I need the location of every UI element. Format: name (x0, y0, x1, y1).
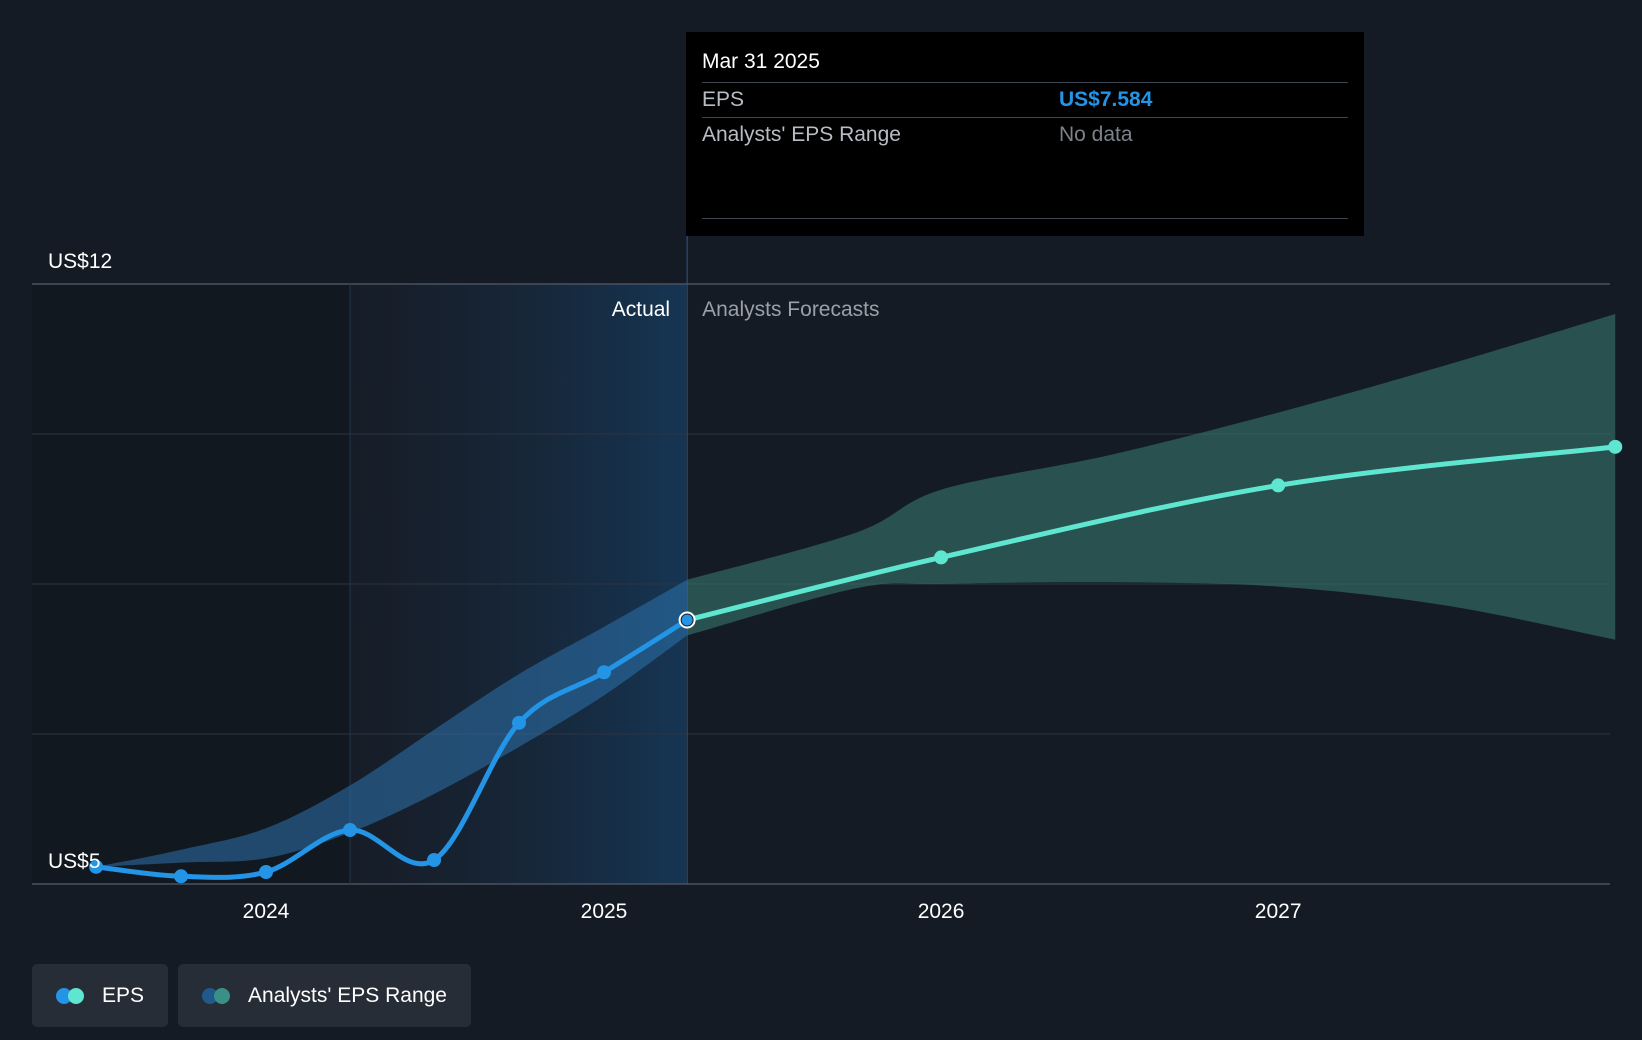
legend: EPS Analysts' EPS Range (32, 964, 471, 1027)
eps-point-selected-core (681, 614, 693, 626)
eps-point-forecast[interactable] (934, 550, 949, 565)
eps-point-actual[interactable] (259, 865, 273, 879)
x-tick-label: 2025 (581, 900, 628, 923)
y-axis-label-min: US$5 (48, 850, 101, 873)
tooltip-divider (702, 218, 1348, 219)
eps-point-forecast[interactable] (1271, 478, 1286, 493)
eps-range-band-actual (96, 579, 688, 867)
tooltip-range-label: Analysts' EPS Range (702, 123, 901, 146)
x-tick-label: 2024 (243, 900, 290, 923)
legend-item-eps-range[interactable]: Analysts' EPS Range (178, 964, 471, 1027)
actual-region-label: Actual (612, 298, 670, 321)
y-axis-label-max: US$12 (48, 250, 112, 273)
tooltip-range-row: Analysts' EPS Range No data (702, 118, 1348, 152)
x-tick-label: 2026 (918, 900, 965, 923)
legend-eps-swatch-icon (56, 987, 86, 1004)
legend-item-eps[interactable]: EPS (32, 964, 169, 1027)
forecast-region-label: Analysts Forecasts (702, 298, 879, 321)
legend-range-swatch-icon (202, 987, 232, 1004)
eps-point-forecast[interactable] (1608, 439, 1623, 454)
eps-point-actual[interactable] (343, 823, 358, 837)
eps-range-band-forecast (687, 314, 1616, 640)
eps-point-actual[interactable] (174, 869, 189, 884)
eps-point-actual[interactable] (89, 859, 104, 874)
eps-point-actual[interactable] (427, 853, 442, 867)
tooltip-eps-label: EPS (702, 88, 745, 111)
eps-line-actual (93, 617, 690, 880)
eps-point-actual[interactable] (512, 715, 527, 730)
legend-range-label: Analysts' EPS Range (248, 983, 447, 1007)
tooltip-eps-row: EPS US$7.584 (702, 83, 1348, 118)
legend-eps-label: EPS (102, 983, 145, 1007)
tooltip: Mar 31 2025 EPS US$7.584 Analysts' EPS R… (686, 32, 1364, 236)
tooltip-date: Mar 31 2025 (702, 32, 1348, 83)
eps-point-actual[interactable] (597, 665, 611, 680)
eps-line-forecast (684, 444, 1618, 623)
tooltip-range-value: No data (1059, 123, 1133, 146)
x-tick-label: 2027 (1255, 900, 1302, 923)
tooltip-eps-value: US$7.584 (1059, 88, 1153, 111)
